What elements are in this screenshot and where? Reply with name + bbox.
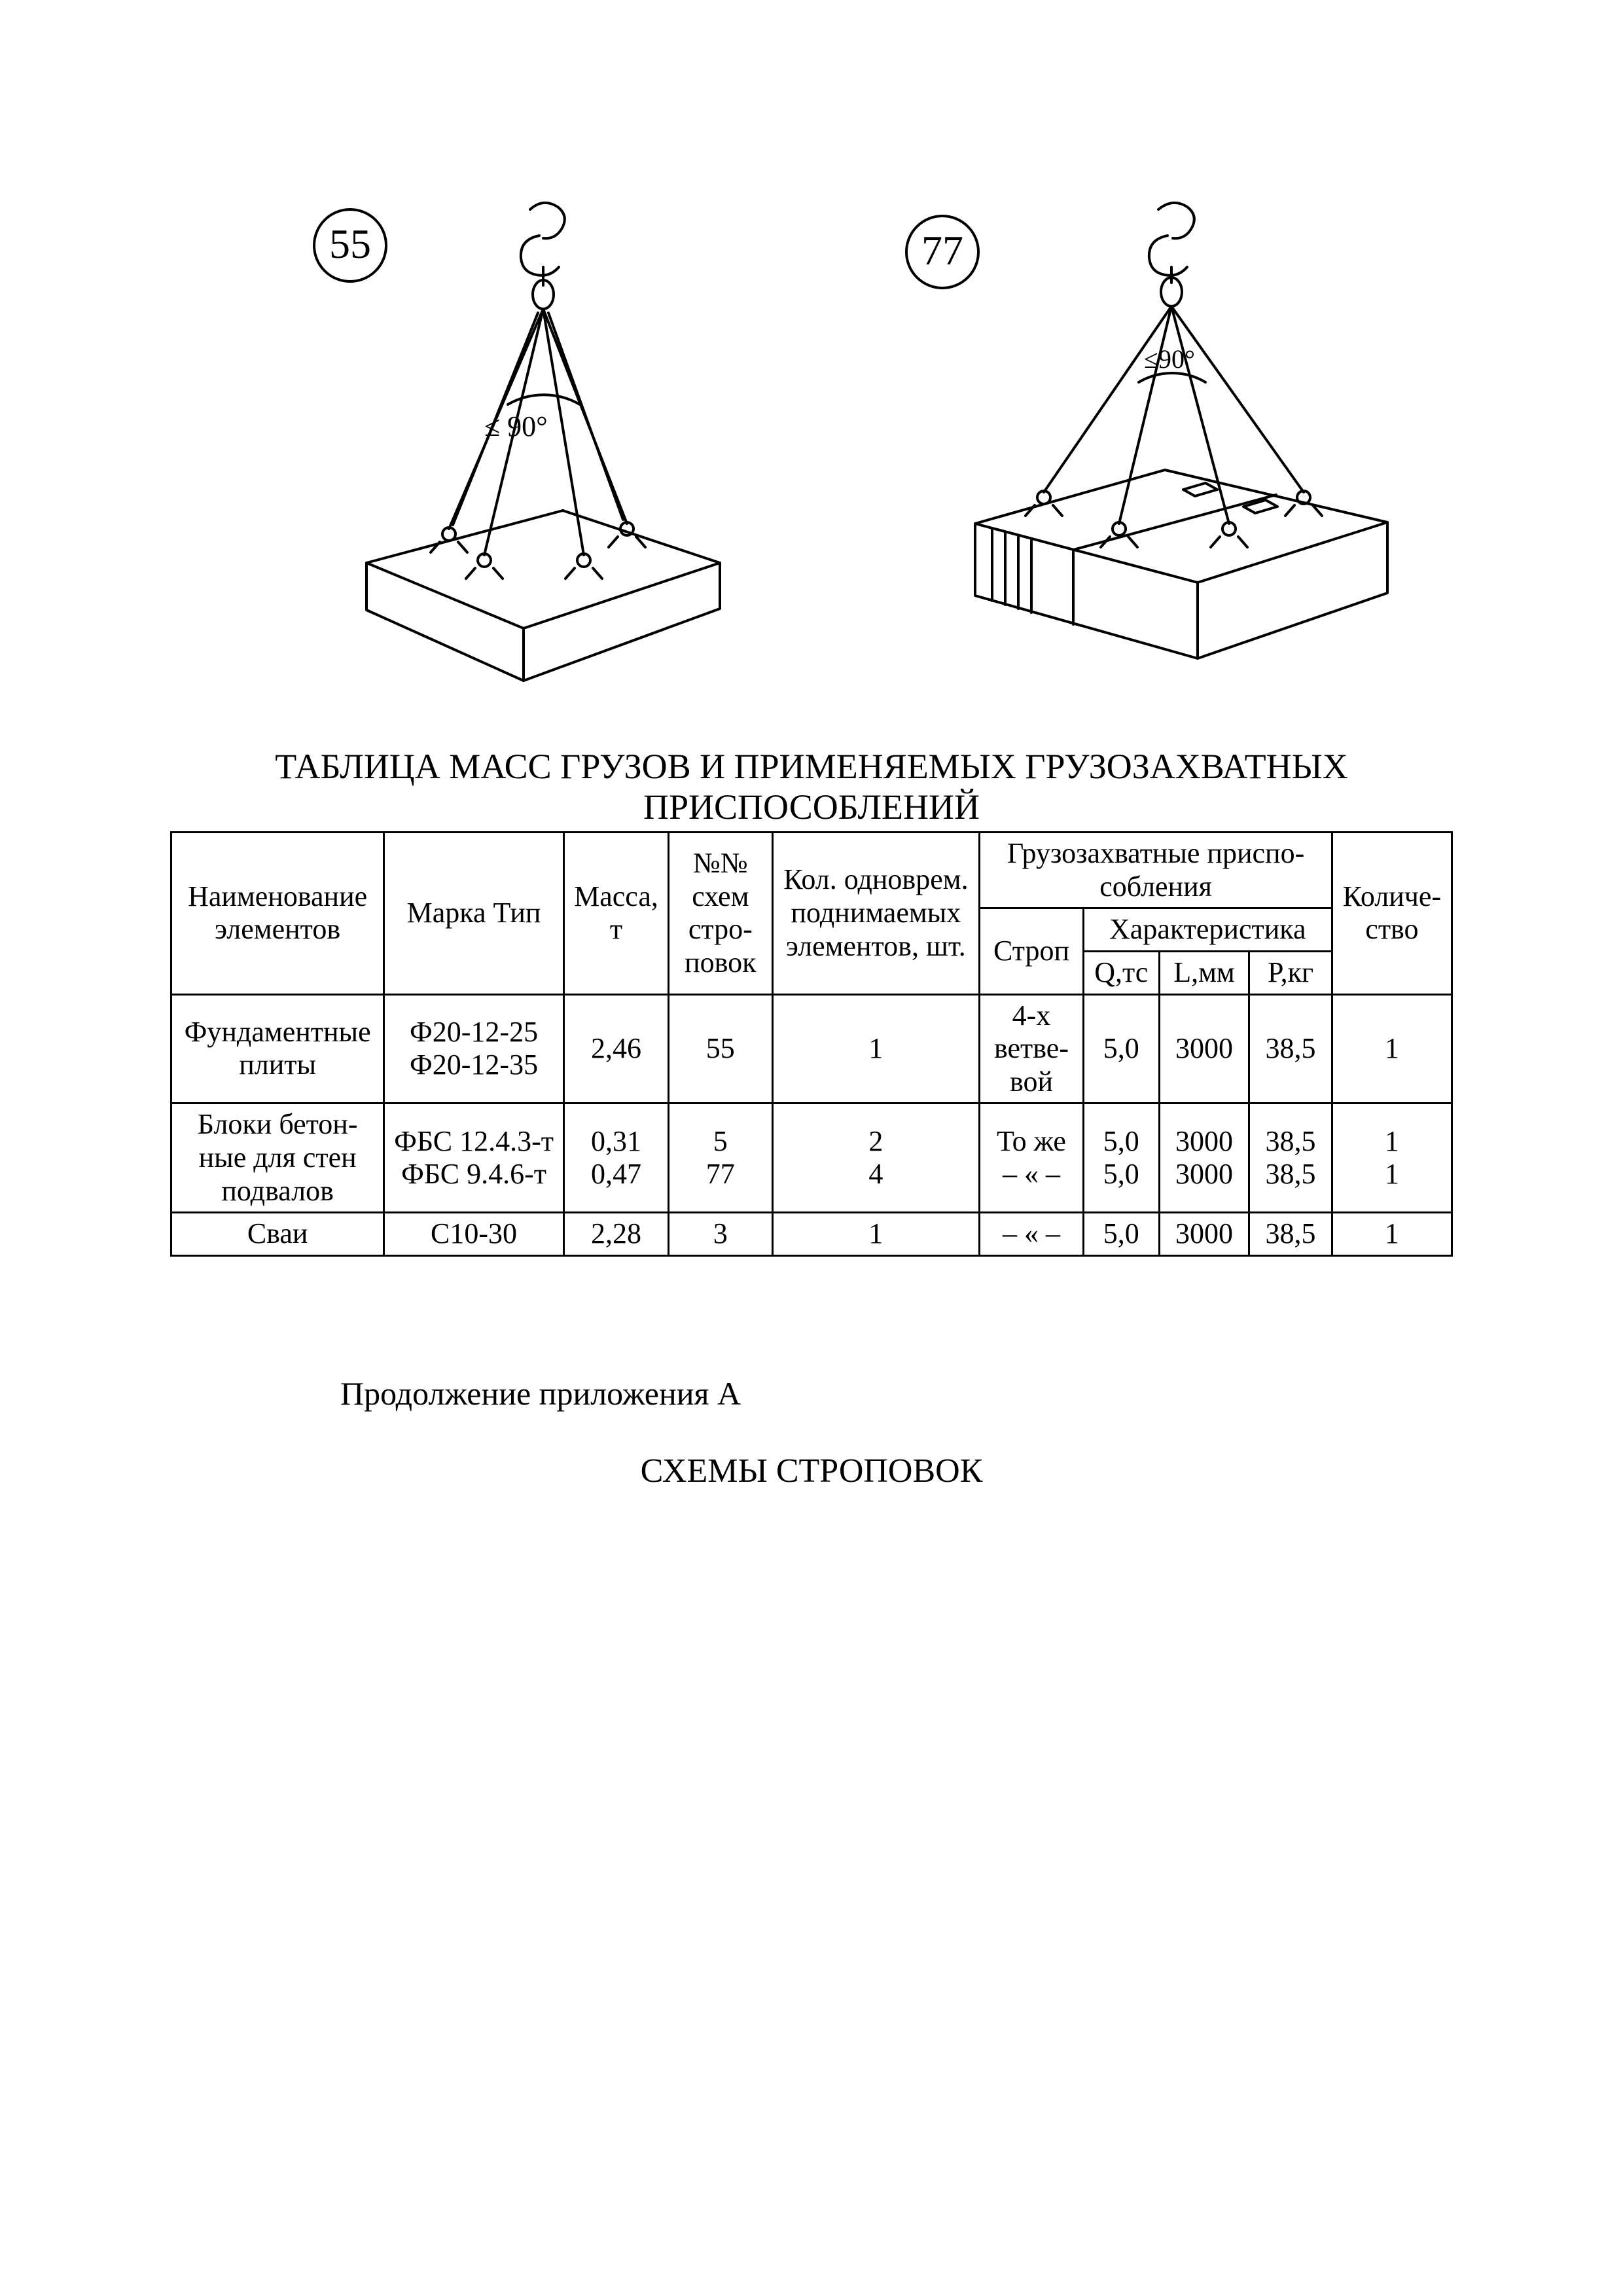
cell-scheme: 577 xyxy=(669,1103,772,1213)
th-qty: Количе-ство xyxy=(1332,833,1452,994)
cell-qty: 11 xyxy=(1332,1103,1452,1213)
th-scheme: №№ схем стро-повок xyxy=(669,833,772,994)
diagram-55: 55 ≤ 90° xyxy=(288,196,759,694)
diagram-row: 55 ≤ 90° xyxy=(288,196,1453,694)
table-title: ТАБЛИЦА МАСС ГРУЗОВ И ПРИМЕНЯЕМЫХ ГРУЗОЗ… xyxy=(170,746,1453,827)
th-l: L,мм xyxy=(1159,951,1249,994)
cell-P: 38,5 xyxy=(1249,1213,1332,1256)
angle-55: ≤ 90° xyxy=(484,410,548,442)
cell-name: Сваи xyxy=(171,1213,384,1256)
cell-lift: 1 xyxy=(772,994,980,1103)
cell-sling: То же– « – xyxy=(980,1103,1083,1213)
th-sling: Строп xyxy=(980,908,1083,994)
cell-L: 3000 xyxy=(1159,994,1249,1103)
cell-L: 3000 xyxy=(1159,1213,1249,1256)
cell-name: Блоки бетон-ные для стен подвалов xyxy=(171,1103,384,1213)
th-lift: Кол. одноврем. поднимаемых элементов, шт… xyxy=(772,833,980,994)
cell-Q: 5,0 xyxy=(1083,994,1159,1103)
th-char: Характеристика xyxy=(1083,908,1332,952)
diagram-77: 77 ≤90° xyxy=(877,196,1414,694)
cell-Q: 5,05,0 xyxy=(1083,1103,1159,1213)
table-row: СваиС10-302,2831– « –5,0300038,51 xyxy=(171,1213,1452,1256)
badge-55: 55 xyxy=(329,221,371,267)
badge-77: 77 xyxy=(921,227,963,274)
cell-L: 30003000 xyxy=(1159,1103,1249,1213)
angle-77: ≤90° xyxy=(1144,344,1195,374)
table-row: Блоки бетон-ные для стен подваловФБС 12.… xyxy=(171,1103,1452,1213)
cell-mass: 0,310,47 xyxy=(563,1103,668,1213)
cell-qty: 1 xyxy=(1332,994,1452,1103)
th-q: Q,тс xyxy=(1083,951,1159,994)
continuation-text: Продолжение приложения А xyxy=(340,1374,1453,1412)
cell-scheme: 3 xyxy=(669,1213,772,1256)
cell-scheme: 55 xyxy=(669,994,772,1103)
th-name: Наименование элементов xyxy=(171,833,384,994)
cell-name: Фундаментные плиты xyxy=(171,994,384,1103)
cell-mass: 2,46 xyxy=(563,994,668,1103)
title-line2: ПРИСПОСОБЛЕНИЙ xyxy=(643,787,980,827)
cell-Q: 5,0 xyxy=(1083,1213,1159,1256)
title-line1: ТАБЛИЦА МАСС ГРУЗОВ И ПРИМЕНЯЕМЫХ ГРУЗОЗ… xyxy=(275,747,1348,786)
mass-table: Наименование элементов Марка Тип Масса, … xyxy=(170,831,1453,1257)
cell-mark: ФБС 12.4.3-тФБС 9.4.6-т xyxy=(384,1103,564,1213)
th-mark: Марка Тип xyxy=(384,833,564,994)
th-p: P,кг xyxy=(1249,951,1332,994)
cell-P: 38,538,5 xyxy=(1249,1103,1332,1213)
cell-sling: 4-х ветве-вой xyxy=(980,994,1083,1103)
cell-lift: 24 xyxy=(772,1103,980,1213)
table-row: Фундаментные плитыФ20-12-25Ф20-12-352,46… xyxy=(171,994,1452,1103)
cell-P: 38,5 xyxy=(1249,994,1332,1103)
schemes-title: СХЕМЫ СТРОПОВОК xyxy=(170,1452,1453,1490)
cell-qty: 1 xyxy=(1332,1213,1452,1256)
cell-mark: С10-30 xyxy=(384,1213,564,1256)
cell-mark: Ф20-12-25Ф20-12-35 xyxy=(384,994,564,1103)
cell-lift: 1 xyxy=(772,1213,980,1256)
cell-sling: – « – xyxy=(980,1213,1083,1256)
th-mass: Масса, т xyxy=(563,833,668,994)
cell-mass: 2,28 xyxy=(563,1213,668,1256)
th-grip: Грузозахватные приспо-собления xyxy=(980,833,1332,908)
